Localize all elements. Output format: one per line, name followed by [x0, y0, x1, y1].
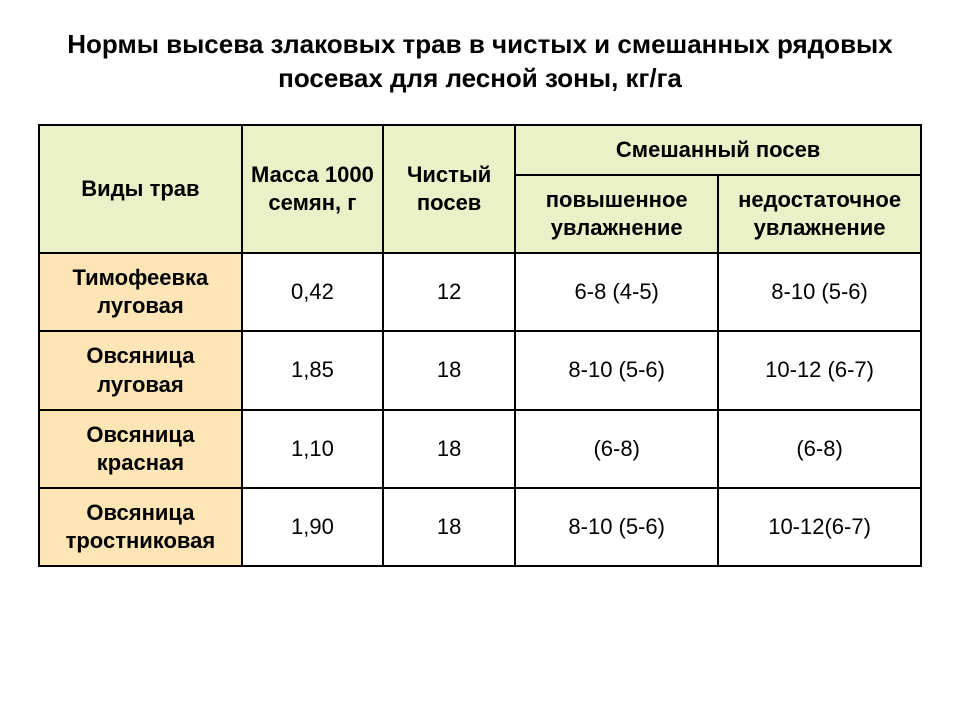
cell-species: Овсяница тростниковая	[39, 488, 242, 566]
cell-wet: (6-8)	[515, 410, 718, 488]
cell-mass: 1,10	[242, 410, 383, 488]
table-body: Тимофеевка луговая 0,42 12 6-8 (4-5) 8-1…	[39, 253, 921, 566]
col-header-pure: Чистый посев	[383, 125, 515, 253]
cell-dry: 8-10 (5-6)	[718, 253, 921, 331]
cell-mass: 1,85	[242, 331, 383, 409]
cell-wet: 8-10 (5-6)	[515, 488, 718, 566]
col-header-mixed: Смешанный посев	[515, 125, 921, 175]
cell-species: Овсяница луговая	[39, 331, 242, 409]
cell-pure: 18	[383, 331, 515, 409]
cell-mass: 1,90	[242, 488, 383, 566]
col-header-mixed-wet: повышенное увлажнение	[515, 175, 718, 253]
table-row: Овсяница луговая 1,85 18 8-10 (5-6) 10-1…	[39, 331, 921, 409]
table-header-row-1: Виды трав Масса 1000 семян, г Чистый пос…	[39, 125, 921, 175]
cell-dry: (6-8)	[718, 410, 921, 488]
cell-mass: 0,42	[242, 253, 383, 331]
seeding-rates-table: Виды трав Масса 1000 семян, г Чистый пос…	[38, 124, 922, 568]
slide: Нормы высева злаковых трав в чистых и см…	[0, 0, 960, 720]
col-header-mass: Масса 1000 семян, г	[242, 125, 383, 253]
cell-wet: 8-10 (5-6)	[515, 331, 718, 409]
table-row: Тимофеевка луговая 0,42 12 6-8 (4-5) 8-1…	[39, 253, 921, 331]
cell-wet: 6-8 (4-5)	[515, 253, 718, 331]
cell-dry: 10-12 (6-7)	[718, 331, 921, 409]
cell-pure: 18	[383, 410, 515, 488]
page-title: Нормы высева злаковых трав в чистых и см…	[38, 28, 922, 96]
table-row: Овсяница красная 1,10 18 (6-8) (6-8)	[39, 410, 921, 488]
cell-pure: 12	[383, 253, 515, 331]
cell-species: Овсяница красная	[39, 410, 242, 488]
col-header-mixed-dry: недостаточное увлажнение	[718, 175, 921, 253]
cell-dry: 10-12(6-7)	[718, 488, 921, 566]
cell-pure: 18	[383, 488, 515, 566]
cell-species: Тимофеевка луговая	[39, 253, 242, 331]
col-header-species: Виды трав	[39, 125, 242, 253]
table-row: Овсяница тростниковая 1,90 18 8-10 (5-6)…	[39, 488, 921, 566]
